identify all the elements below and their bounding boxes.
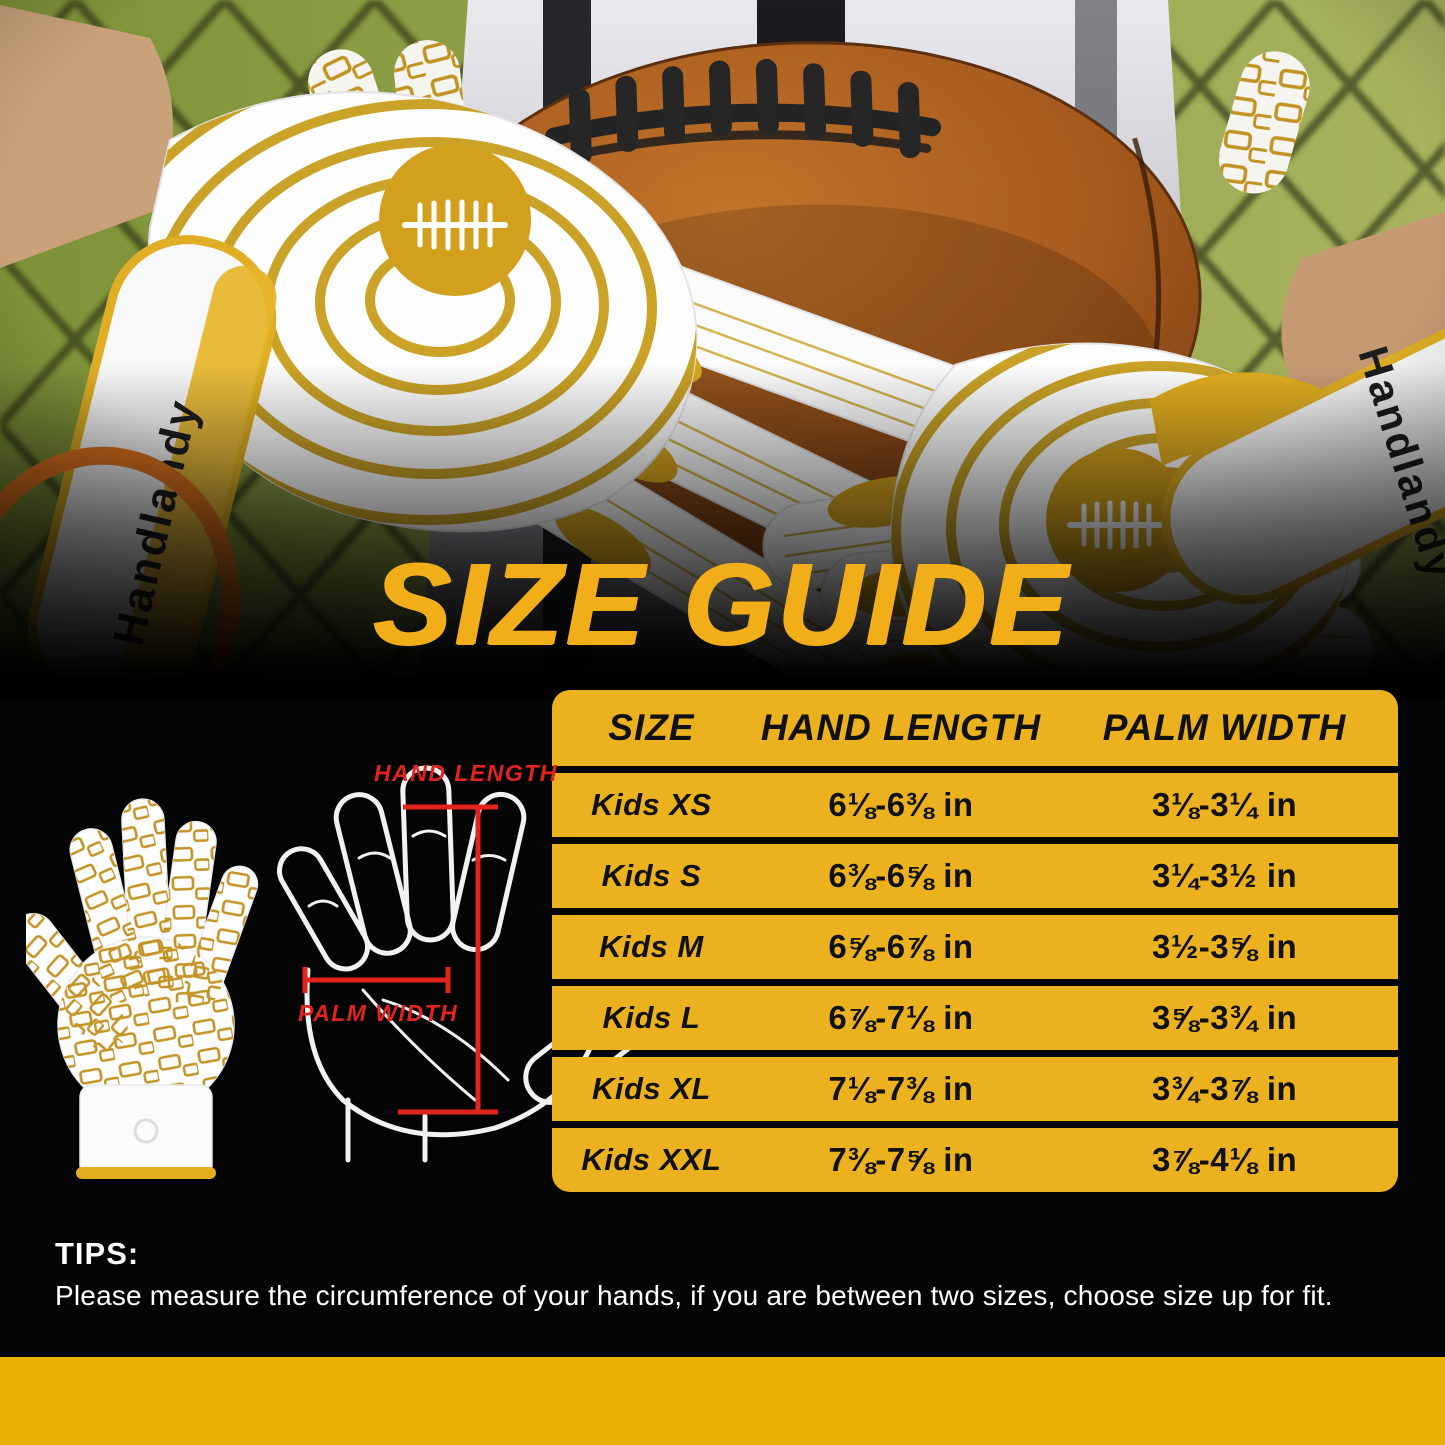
tips-body: Please measure the circumference of your… [55,1280,1333,1311]
size-table-cell-size: Kids XL [591,1071,711,1106]
size-table-cell-palm-width: 3½-3⅝ in [1151,928,1298,965]
size-table-body: Kids XS 6⅛-6⅜ in 3⅛-3¼ in Kids S 6⅜-6⅝ in 3¼-… [552,773,1398,1192]
hand-length-label: HAND LENGTH [374,760,558,786]
product-photo: Handlandy [0,0,1445,700]
size-table: SIZE HAND LENGTH PALM WIDTH Kids XS 6⅛-6⅜… [552,690,1398,1192]
size-table-cell-hand-length: 7⅛-7⅜ in [828,1070,974,1107]
tips-heading: TIPS: [55,1236,140,1271]
glove-cuff [76,1084,216,1179]
col-header-palm-width: PALM WIDTH [1102,707,1347,748]
size-table-cell-hand-length: 6⅝-6⅞ in [828,928,974,965]
size-table-cell-palm-width: 3¾-3⅞ in [1151,1070,1298,1107]
size-table-cell-size: Kids XS [591,787,712,822]
size-table-cell-palm-width: 3⅛-3¼ in [1151,786,1298,823]
size-table-cell-palm-width: 3⅞-4⅛ in [1151,1141,1298,1178]
size-table-cell-palm-width: 3¼-3½ in [1151,857,1298,894]
page-title: SIZE GUIDE [373,539,1072,669]
size-table-cell-size: Kids M [599,929,704,964]
size-table-header-row: SIZE HAND LENGTH PALM WIDTH [552,690,1398,766]
size-table-cell-size: Kids S [601,858,702,893]
glove-palm-illustration [26,798,259,1179]
size-table-cell-palm-width: 3⅝-3¾ in [1151,999,1298,1036]
col-header-hand-length: HAND LENGTH [760,707,1042,748]
measurement-lines [302,804,498,1115]
size-table-cell-hand-length: 6⅜-6⅝ in [828,857,974,894]
size-table-row: Kids M 6⅝-6⅞ in 3½-3⅝ in [552,915,1398,979]
footer-gold-bar [0,1357,1445,1445]
palm-width-label: PALM WIDTH [298,1000,459,1026]
size-table-cell-hand-length: 6⅞-7⅛ in [828,999,974,1036]
size-table-row: Kids XS 6⅛-6⅜ in 3⅛-3¼ in [552,773,1398,837]
size-table-row: Kids XL 7⅛-7⅜ in 3¾-3⅞ in [552,1057,1398,1121]
size-table-cell-size: Kids XXL [581,1142,722,1177]
size-table-row: Kids S 6⅜-6⅝ in 3¼-3½ in [552,844,1398,908]
hand-measurement-diagram [277,765,659,1163]
size-table-row: Kids XXL 7⅜-7⅝ in 3⅞-4⅛ in [552,1128,1398,1192]
size-table-cell-hand-length: 7⅜-7⅝ in [828,1141,974,1178]
size-table-cell-hand-length: 6⅛-6⅜ in [828,786,974,823]
size-table-row: Kids L 6⅞-7⅛ in 3⅝-3¾ in [552,986,1398,1050]
col-header-size: SIZE [608,707,695,748]
size-table-cell-size: Kids L [602,1000,701,1035]
tips-section: TIPS: Please measure the circumference o… [55,1236,1420,1312]
